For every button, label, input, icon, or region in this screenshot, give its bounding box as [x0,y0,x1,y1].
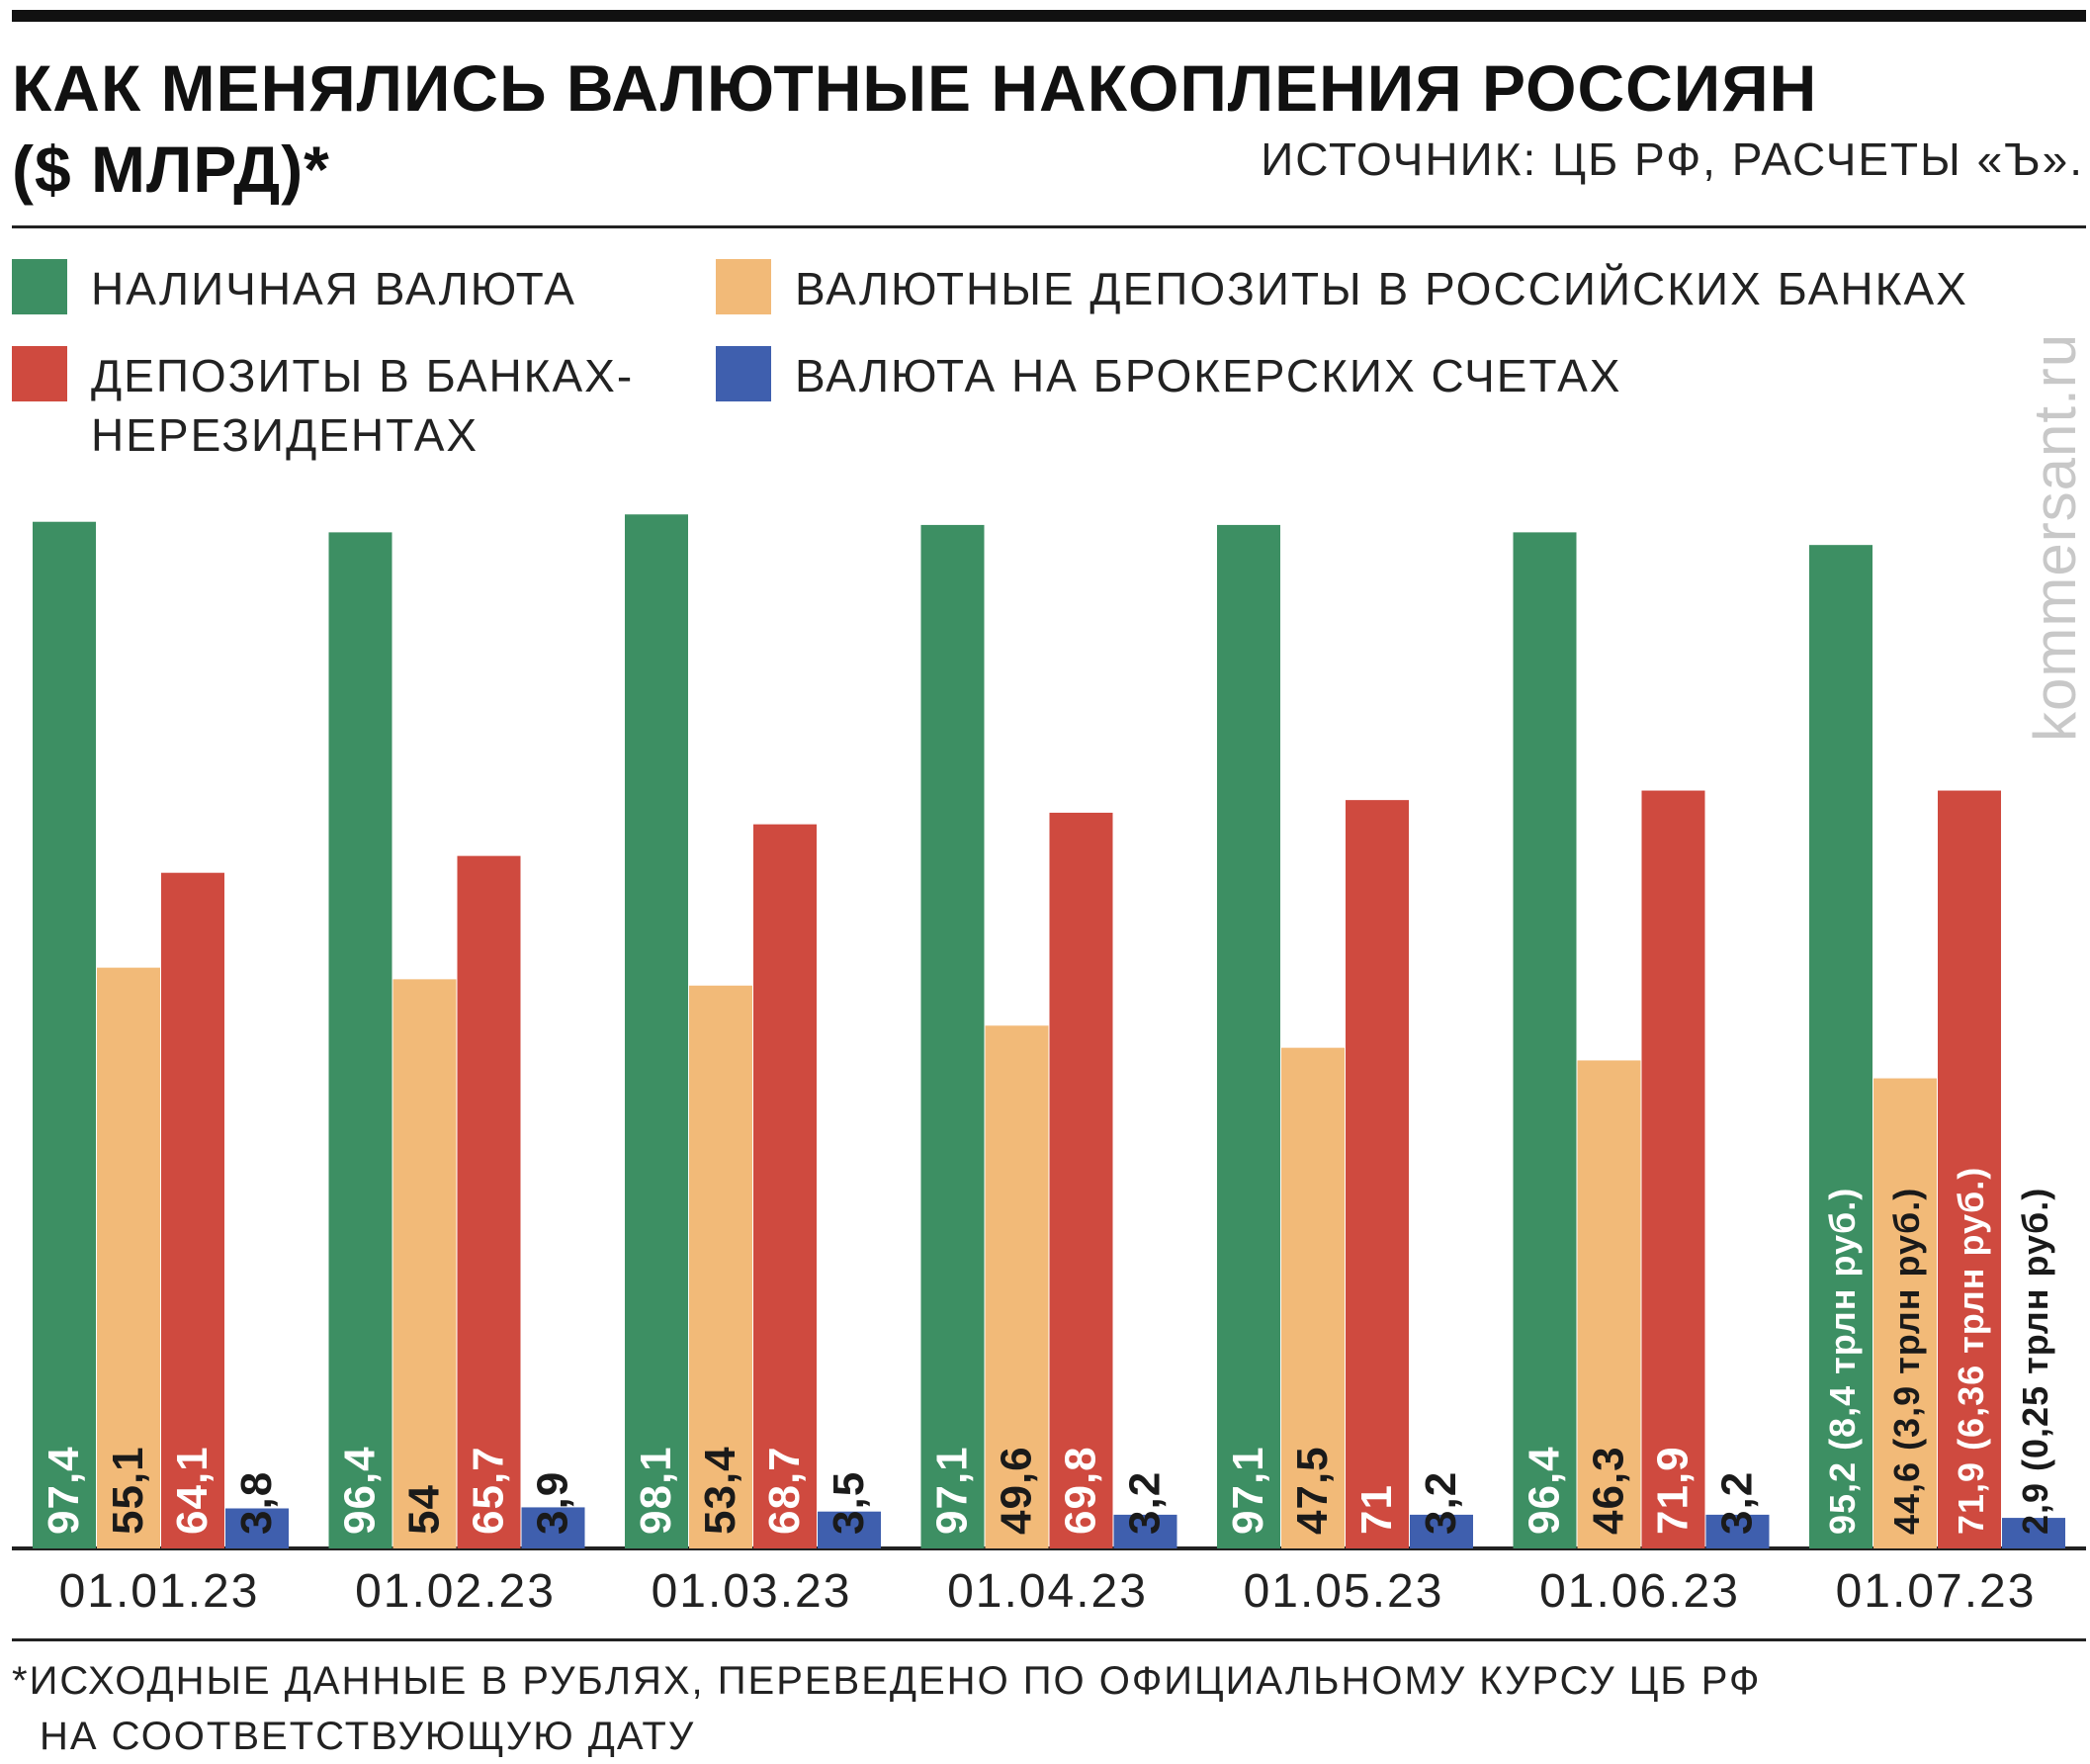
x-tick-label: 01.01.23 [59,1565,260,1618]
bar-foreign-deposits [457,855,521,1548]
legend-item-foreign-deposits: ДЕПОЗИТЫ В БАНКАХ-НЕРЕЗИДЕНТАХ [12,346,684,465]
bar-cash [625,514,688,1548]
bar-foreign-deposits [1641,790,1705,1548]
bar-brokerage [1410,1514,1473,1548]
data-label-domestic-deposits: 47,5 [1288,1446,1337,1535]
legend-swatch-domestic-deposits [716,259,771,314]
bar-foreign-deposits [1049,812,1113,1548]
bar-domestic-deposits [1873,1078,1937,1548]
data-label-brokerage: 2,9 (0,25 трлн руб.) [2015,1188,2055,1535]
legend-swatch-cash [12,259,67,314]
bar-cash [1217,524,1280,1548]
bar-domestic-deposits [1577,1060,1641,1548]
data-label-foreign-deposits: 64,1 [168,1446,217,1535]
data-label-domestic-deposits: 44,6 (3,9 трлн руб.) [1886,1188,1927,1535]
data-label-cash: 96,4 [1521,1446,1569,1535]
footnote: *ИСХОДНЫЕ ДАННЫЕ В РУБЛЯХ, ПЕРЕВЕДЕНО ПО… [12,1653,1761,1764]
bar-domestic-deposits [985,1025,1049,1548]
data-label-foreign-deposits: 69,8 [1057,1446,1105,1535]
bar-brokerage [225,1508,289,1548]
bar-brokerage [818,1511,881,1548]
bar-foreign-deposits [1938,790,2001,1548]
bar-domestic-deposits [97,967,160,1548]
data-label-domestic-deposits: 46,3 [1585,1446,1633,1535]
bar-brokerage [1705,1514,1770,1548]
data-label-brokerage: 3,8 [232,1471,281,1535]
data-label-foreign-deposits: 71 [1352,1484,1401,1535]
data-label-brokerage: 3,2 [1121,1471,1170,1535]
bar-domestic-deposits [1281,1047,1345,1548]
data-label-brokerage: 3,9 [529,1471,577,1535]
header-divider [12,225,2086,228]
legend-label-brokerage: ВАЛЮТА НА БРОКЕРСКИХ СЧЕТАХ [795,350,1622,401]
data-label-foreign-deposits: 68,7 [760,1446,809,1535]
data-label-cash: 98,1 [632,1446,680,1535]
legend-label-domestic-deposits: ВАЛЮТНЫЕ ДЕПОЗИТЫ В РОССИЙСКИХ БАНКАХ [795,263,1968,314]
bar-domestic-deposits [392,979,457,1548]
data-label-cash: 95,2 (8,4 трлн руб.) [1822,1188,1863,1535]
x-tick-label: 01.04.23 [947,1565,1148,1618]
data-label-foreign-deposits: 71,9 [1649,1446,1698,1535]
data-label-brokerage: 3,2 [1417,1471,1465,1535]
bar-brokerage [1113,1514,1177,1548]
data-label-cash: 97,4 [40,1446,88,1535]
data-label-cash: 97,1 [928,1446,977,1535]
footnote-line-1: *ИСХОДНЫЕ ДАННЫЕ В РУБЛЯХ, ПЕРЕВЕДЕНО ПО… [12,1659,1762,1703]
legend: НАЛИЧНАЯ ВАЛЮТА ВАЛЮТНЫЕ ДЕПОЗИТЫ В РОСС… [12,259,2019,467]
data-label-foreign-deposits: 71,9 (6,36 трлн руб.) [1951,1167,1991,1535]
footer-divider [12,1638,2086,1641]
data-label-brokerage: 3,5 [825,1471,873,1535]
source-note: ИСТОЧНИК: ЦБ РФ, РАСЧЕТЫ «Ъ». [1261,133,2084,185]
x-tick-label: 01.03.23 [652,1565,852,1618]
chart-title: КАК МЕНЯЛИСЬ ВАЛЮТНЫЕ НАКОПЛЕНИЯ РОССИЯН… [12,51,1818,206]
data-label-cash: 97,1 [1224,1446,1272,1535]
data-label-foreign-deposits: 65,7 [465,1446,513,1535]
legend-item-brokerage: ВАЛЮТА НА БРОКЕРСКИХ СЧЕТАХ [716,346,2080,405]
legend-label-foreign-deposits: ДЕПОЗИТЫ В БАНКАХ-НЕРЕЗИДЕНТАХ [91,350,635,461]
x-tick-label: 01.05.23 [1244,1565,1444,1618]
legend-label-cash: НАЛИЧНАЯ ВАЛЮТА [91,263,576,314]
bar-cash [328,532,392,1548]
data-label-domestic-deposits: 54 [400,1484,449,1535]
data-label-cash: 96,4 [336,1446,385,1535]
bar-foreign-deposits [1346,800,1409,1548]
bar-cash [1809,545,1872,1548]
legend-item-cash: НАЛИЧНАЯ ВАЛЮТА [12,259,684,318]
footnote-line-2: НА СООТВЕТСТВУЮЩУЮ ДАТУ [40,1715,696,1758]
bar-cash [920,524,985,1548]
data-label-brokerage: 3,2 [1713,1471,1762,1535]
x-tick-label: 01.06.23 [1539,1565,1740,1618]
bar-foreign-deposits [753,824,817,1548]
legend-item-domestic-deposits: ВАЛЮТНЫЕ ДЕПОЗИТЫ В РОССИЙСКИХ БАНКАХ [716,259,2080,318]
data-label-domestic-deposits: 53,4 [696,1446,744,1535]
legend-swatch-brokerage [716,346,771,401]
data-label-domestic-deposits: 55,1 [104,1446,152,1535]
data-label-domestic-deposits: 49,6 [993,1446,1041,1535]
bar-cash [33,521,96,1548]
bar-brokerage [521,1507,585,1548]
legend-swatch-foreign-deposits [12,346,67,401]
bar-domestic-deposits [689,985,752,1548]
x-tick-label: 01.07.23 [1836,1565,2037,1618]
x-tick-label: 01.02.23 [355,1565,556,1618]
top-rule [12,10,2086,22]
bar-foreign-deposits [161,872,224,1548]
bar-cash [1513,532,1577,1548]
bar-brokerage [2002,1518,2065,1548]
